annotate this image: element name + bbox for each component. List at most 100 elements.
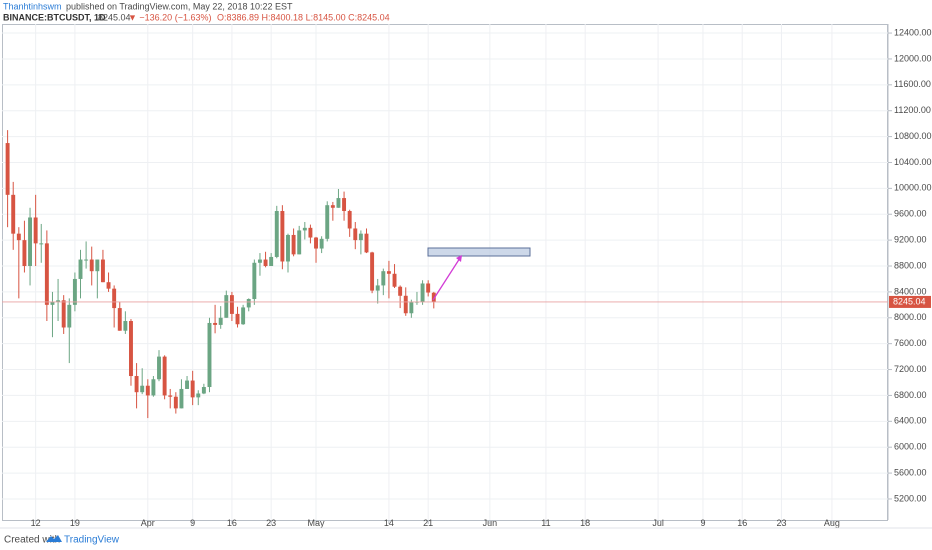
- candle-body: [89, 259, 94, 272]
- candle-body: [100, 259, 105, 283]
- candle-body: [257, 259, 262, 263]
- x-tick-label: 12: [31, 518, 41, 528]
- candle-body: [403, 295, 408, 314]
- candle-body: [50, 301, 55, 305]
- y-tick-label: 11200.00: [894, 105, 931, 115]
- candle-body: [112, 288, 117, 309]
- y-tick-label: 12000.00: [894, 53, 932, 63]
- candle-body: [56, 300, 61, 302]
- candle-body: [16, 233, 21, 241]
- candle-body: [246, 299, 251, 308]
- candle-body: [392, 273, 397, 287]
- footer-created: Created with: [4, 535, 60, 546]
- candle-body: [84, 259, 89, 261]
- candle-body: [22, 240, 27, 267]
- candle-body: [157, 356, 161, 380]
- candle-body: [336, 198, 341, 208]
- plot: 12400.00 12000.00 11600.00 11200.00 10800.00…: [2, 24, 932, 528]
- candle-body: [269, 256, 274, 267]
- x-tick-label: 21: [423, 518, 433, 528]
- candle-body: [67, 304, 72, 328]
- candle-body: [207, 322, 212, 388]
- candle-body: [11, 194, 16, 234]
- candle-body: [263, 259, 268, 267]
- y-tick-label: 5600.00: [894, 467, 927, 477]
- candle-body: [140, 385, 145, 393]
- change: ▼ −136.20 (−1.63%): [128, 12, 211, 22]
- candle-body: [280, 211, 285, 262]
- candle-body: [5, 143, 10, 195]
- candle-body: [145, 385, 150, 396]
- x-tick-label: 19: [70, 518, 80, 528]
- y-tick-label: 7600.00: [894, 338, 927, 348]
- candle-body: [342, 198, 347, 212]
- footer-logo: [46, 535, 62, 542]
- candle-body: [224, 295, 229, 318]
- x-tick-label: 11: [541, 518, 550, 528]
- candle-body: [218, 317, 223, 325]
- y-tick-label: 8400.00: [894, 286, 927, 296]
- candle-body: [426, 283, 431, 293]
- y-tick-label: 6400.00: [894, 416, 927, 426]
- candle-body: [398, 286, 403, 296]
- y-tick-label: 8000.00: [894, 312, 927, 322]
- candle-body: [291, 234, 296, 255]
- y-tick-label: 10800.00: [894, 131, 932, 141]
- candle-body: [229, 295, 234, 314]
- arrow-head: [456, 255, 462, 262]
- candle-body: [252, 262, 257, 300]
- candle-body: [353, 228, 358, 241]
- candle-body: [134, 376, 139, 393]
- x-tick-label: 9: [190, 518, 195, 528]
- author[interactable]: Thanhtinhswm: [3, 1, 62, 11]
- candle-body: [235, 313, 240, 325]
- candle-body: [39, 243, 44, 245]
- footer-brand[interactable]: TradingView: [64, 535, 120, 546]
- y-tick-label: 9600.00: [894, 209, 927, 219]
- candle-body: [314, 237, 318, 249]
- candle-body: [381, 271, 386, 286]
- y-tick-label: 6800.00: [894, 390, 927, 400]
- candle-body: [358, 233, 363, 241]
- candle-body: [201, 387, 206, 394]
- candle-body: [196, 393, 201, 398]
- y-tick-label: 11600.00: [894, 79, 931, 89]
- candle-body: [129, 321, 133, 377]
- candle-body: [44, 243, 49, 305]
- candle-body: [330, 205, 335, 208]
- candle-body: [319, 238, 324, 249]
- last-price-tag: [889, 295, 931, 308]
- candle-body: [308, 227, 313, 238]
- y-tick-label: 7200.00: [894, 364, 927, 374]
- x-tick-label: May: [308, 518, 326, 528]
- x-tick-label: Jul: [652, 518, 664, 528]
- y-tick-label: 9200.00: [894, 235, 927, 245]
- candle-body: [72, 278, 77, 305]
- candle-body: [33, 217, 38, 244]
- candle-body: [241, 307, 246, 325]
- last-price-label: 8245.04: [893, 296, 926, 306]
- candle-body: [370, 252, 375, 291]
- x-tick-label: 9: [700, 518, 705, 528]
- x-tick-label: Apr: [141, 518, 155, 528]
- candle-body: [61, 300, 66, 328]
- candle-body: [431, 292, 436, 302]
- y-tick-label: 10400.00: [894, 157, 932, 167]
- candle-body: [106, 282, 111, 289]
- candle-body: [168, 395, 173, 397]
- x-tick-label: 16: [737, 518, 747, 528]
- candle-body: [375, 285, 380, 291]
- candle-body: [179, 388, 184, 409]
- candle-body: [297, 230, 302, 255]
- x-tick-label: 18: [580, 518, 590, 528]
- last: 8245.04: [98, 12, 131, 22]
- x-tick-label: 16: [227, 518, 237, 528]
- y-tick-label: 8800.00: [894, 260, 927, 270]
- x-tick-label: 23: [266, 518, 276, 528]
- candle-body: [302, 227, 307, 231]
- candle-body: [190, 380, 195, 398]
- y-tick-label: 12400.00: [894, 27, 932, 37]
- candle-body: [386, 271, 391, 274]
